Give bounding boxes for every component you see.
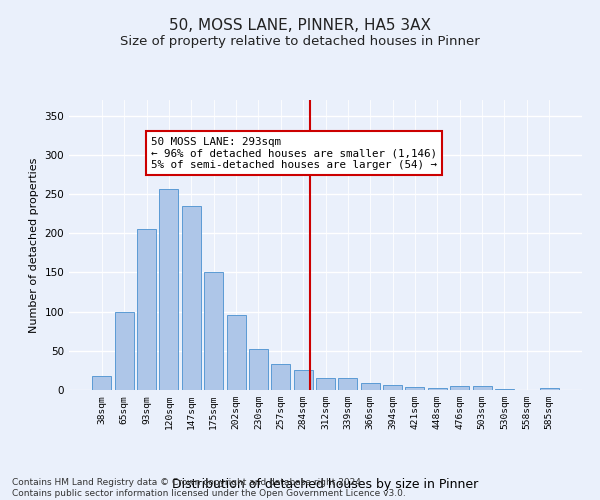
Bar <box>428 388 447 390</box>
Text: Contains HM Land Registry data © Crown copyright and database right 2024.
Contai: Contains HM Land Registry data © Crown c… <box>12 478 406 498</box>
Bar <box>271 364 290 390</box>
Bar <box>383 386 402 390</box>
Bar <box>227 315 245 390</box>
Text: 50 MOSS LANE: 293sqm
← 96% of detached houses are smaller (1,146)
5% of semi-det: 50 MOSS LANE: 293sqm ← 96% of detached h… <box>151 137 437 170</box>
Bar <box>473 386 491 390</box>
Bar <box>204 272 223 390</box>
Bar <box>293 370 313 390</box>
Text: Size of property relative to detached houses in Pinner: Size of property relative to detached ho… <box>120 35 480 48</box>
Bar <box>361 383 380 390</box>
X-axis label: Distribution of detached houses by size in Pinner: Distribution of detached houses by size … <box>172 478 479 491</box>
Text: 50, MOSS LANE, PINNER, HA5 3AX: 50, MOSS LANE, PINNER, HA5 3AX <box>169 18 431 32</box>
Bar <box>160 188 178 390</box>
Bar <box>249 349 268 390</box>
Y-axis label: Number of detached properties: Number of detached properties <box>29 158 39 332</box>
Bar <box>450 386 469 390</box>
Bar <box>316 378 335 390</box>
Bar <box>495 389 514 390</box>
Bar <box>182 206 201 390</box>
Bar <box>539 388 559 390</box>
Bar <box>115 312 134 390</box>
Bar <box>137 230 156 390</box>
Bar <box>92 376 112 390</box>
Bar <box>338 378 358 390</box>
Bar <box>406 387 424 390</box>
